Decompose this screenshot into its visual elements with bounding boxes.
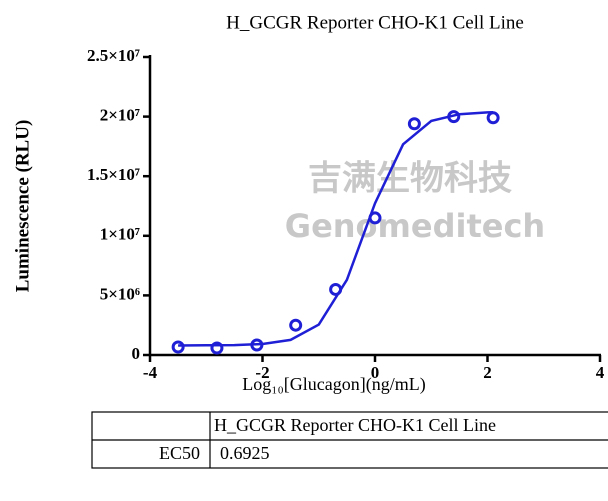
watermark: Genomeditech [285,207,545,245]
y-tick-label: 0 [132,344,141,363]
x-axis-label: Log₁₀[Glucagon](ng/mL) [242,374,426,395]
x-tick-label: -4 [143,363,158,382]
data-point [329,282,343,296]
data-point [486,111,500,125]
table-cell: EC50 [159,443,200,463]
x-tick-label: -2 [255,363,269,382]
y-axis-label: Luminescence (RLU) [12,120,33,293]
data-point [210,341,224,355]
data-point [289,318,303,332]
data-point [447,110,461,124]
data-point [368,211,382,225]
table-header: H_GCGR Reporter CHO-K1 Cell Line [214,415,496,435]
chart-title: H_GCGR Reporter CHO-K1 Cell Line [226,12,524,33]
table [91,411,608,469]
data-point [250,338,264,352]
watermark: 吉满生物科技 [308,159,512,199]
y-tick-label: 2.5×10⁷ [87,46,140,65]
y-tick-label: 1.5×10⁷ [87,165,140,184]
y-tick-label: 1×10⁷ [100,225,140,244]
x-tick-label: 4 [596,363,605,382]
x-tick-label: 0 [371,363,380,382]
y-tick-label: 2×10⁷ [100,106,140,125]
data-point [407,117,421,131]
table-cell: 0.6925 [220,443,270,463]
x-tick-label: 2 [483,363,492,382]
data-point [171,340,185,354]
y-tick-label: 5×10⁶ [100,284,140,303]
